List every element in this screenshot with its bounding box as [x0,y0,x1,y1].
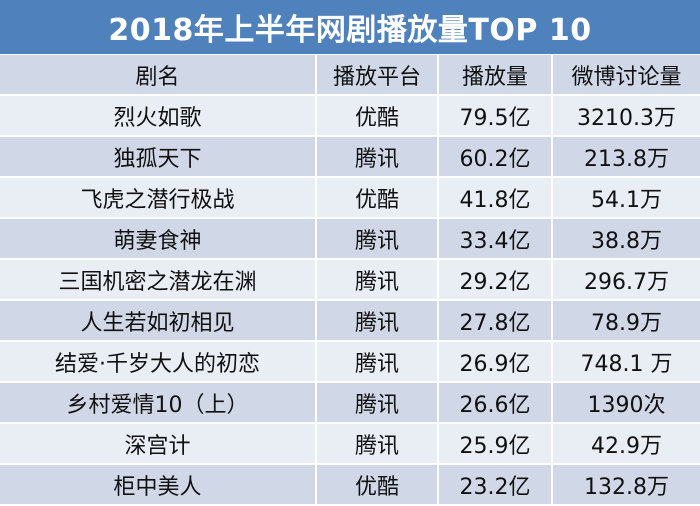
cell-plays: 33.4亿 [438,218,553,260]
cell-weibo: 78.9万 [552,300,700,342]
cell-plays: 29.2亿 [438,259,553,301]
table-row: 萌妻食神 腾讯 33.4亿 38.8万 [0,218,700,260]
cell-platform: 腾讯 [316,423,439,465]
cell-plays: 60.2亿 [438,136,553,178]
cell-platform: 优酷 [316,95,439,137]
cell-name: 萌妻食神 [0,218,317,260]
cell-name: 三国机密之潜龙在渊 [0,259,317,301]
cell-platform: 腾讯 [316,136,439,178]
table-row: 独孤天下 腾讯 60.2亿 213.8万 [0,136,700,178]
cell-plays: 79.5亿 [438,95,553,137]
cell-weibo: 3210.3万 [552,95,700,137]
page-title: 2018年上半年网剧播放量TOP 10 [0,0,700,54]
cell-name: 烈火如歌 [0,95,317,137]
header-plays: 播放量 [438,55,553,96]
cell-name: 深宫计 [0,423,317,465]
cell-weibo: 213.8万 [552,136,700,178]
table-row: 烈火如歌 优酷 79.5亿 3210.3万 [0,95,700,137]
cell-platform: 优酷 [316,464,439,506]
table-row: 飞虎之潜行极战 优酷 41.8亿 54.1万 [0,177,700,219]
cell-platform: 腾讯 [316,341,439,383]
cell-name: 结爱·千岁大人的初恋 [0,341,317,383]
cell-weibo: 54.1万 [552,177,700,219]
cell-platform: 优酷 [316,177,439,219]
cell-plays: 23.2亿 [438,464,553,506]
cell-plays: 27.8亿 [438,300,553,342]
cell-weibo: 748.1 万 [552,341,700,383]
table-row: 结爱·千岁大人的初恋 腾讯 26.9亿 748.1 万 [0,341,700,383]
cell-weibo: 38.8万 [552,218,700,260]
header-platform: 播放平台 [316,55,439,96]
cell-plays: 25.9亿 [438,423,553,465]
ranking-table: 剧名 播放平台 播放量 微博讨论量 烈火如歌 优酷 79.5亿 3210.3万 … [0,55,700,506]
table-header-row: 剧名 播放平台 播放量 微博讨论量 [0,55,700,96]
table-row: 乡村爱情10（上） 腾讯 26.6亿 1390次 [0,382,700,424]
cell-name: 柜中美人 [0,464,317,506]
header-name: 剧名 [0,55,317,96]
cell-plays: 26.6亿 [438,382,553,424]
header-weibo: 微博讨论量 [552,55,700,96]
cell-name: 独孤天下 [0,136,317,178]
cell-plays: 26.9亿 [438,341,553,383]
table-row: 柜中美人 优酷 23.2亿 132.8万 [0,464,700,506]
cell-name: 人生若如初相见 [0,300,317,342]
cell-plays: 41.8亿 [438,177,553,219]
cell-weibo: 296.7万 [552,259,700,301]
cell-weibo: 42.9万 [552,423,700,465]
cell-platform: 腾讯 [316,259,439,301]
cell-name: 飞虎之潜行极战 [0,177,317,219]
cell-name: 乡村爱情10（上） [0,382,317,424]
table-row: 三国机密之潜龙在渊 腾讯 29.2亿 296.7万 [0,259,700,301]
cell-weibo: 1390次 [552,382,700,424]
cell-platform: 腾讯 [316,382,439,424]
table-row: 人生若如初相见 腾讯 27.8亿 78.9万 [0,300,700,342]
cell-weibo: 132.8万 [552,464,700,506]
cell-platform: 腾讯 [316,218,439,260]
table-row: 深宫计 腾讯 25.9亿 42.9万 [0,423,700,465]
cell-platform: 腾讯 [316,300,439,342]
